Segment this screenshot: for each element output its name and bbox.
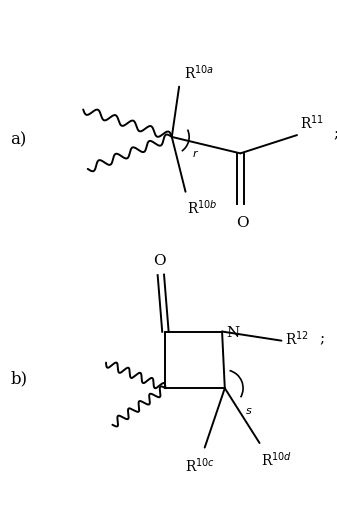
Text: O: O	[153, 254, 165, 268]
Text: R$^{10b}$: R$^{10b}$	[187, 199, 218, 217]
Text: a): a)	[10, 131, 27, 148]
Text: N: N	[226, 326, 240, 340]
Text: R$^{12}$: R$^{12}$	[285, 329, 309, 348]
Text: ;: ;	[320, 332, 325, 346]
Text: R$^{10d}$: R$^{10d}$	[262, 450, 293, 468]
Text: R$^{11}$: R$^{11}$	[300, 114, 324, 133]
Text: O: O	[236, 216, 248, 230]
Text: $r$: $r$	[192, 148, 199, 159]
Text: b): b)	[10, 370, 27, 388]
Text: R$^{10c}$: R$^{10c}$	[185, 457, 215, 476]
Text: ;: ;	[334, 127, 337, 141]
Text: R$^{10a}$: R$^{10a}$	[184, 64, 214, 82]
Text: $s$: $s$	[245, 406, 252, 416]
